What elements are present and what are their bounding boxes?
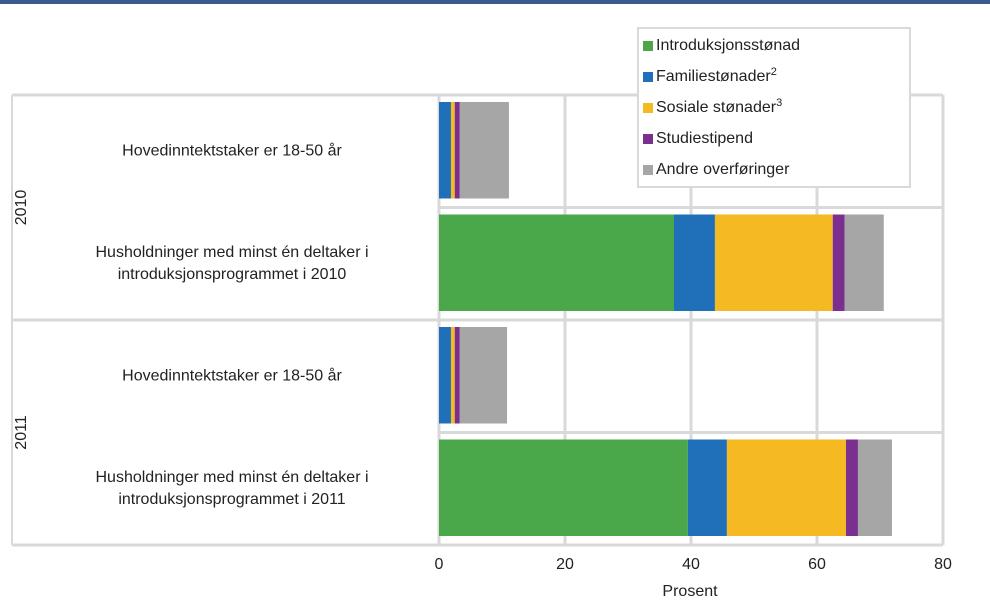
legend-footnote: 3 bbox=[776, 97, 782, 109]
bar-segment bbox=[687, 439, 727, 536]
legend-label: Familiestønader2 bbox=[656, 66, 777, 85]
legend-name: Familiestønader bbox=[656, 68, 771, 85]
x-tick-label: 20 bbox=[556, 556, 574, 573]
bar-segment bbox=[673, 214, 715, 311]
legend-swatch bbox=[643, 134, 653, 144]
bar-segment bbox=[714, 214, 833, 311]
bar-segment bbox=[845, 439, 858, 536]
category-label: introduksjonsprogrammet i 2010 bbox=[118, 266, 347, 283]
legend-footnote: 2 bbox=[771, 66, 777, 78]
bar-segment bbox=[439, 327, 451, 424]
legend-swatch bbox=[643, 103, 653, 113]
bar-segment bbox=[857, 439, 892, 536]
bar-segment bbox=[459, 102, 509, 199]
legend-name: Sosiale stønader bbox=[656, 99, 777, 116]
bar-segment bbox=[832, 214, 845, 311]
bar-segment bbox=[439, 439, 688, 536]
category-label: Husholdninger med minst én deltaker i bbox=[95, 469, 368, 486]
x-tick-label: 40 bbox=[682, 556, 700, 573]
legend-box bbox=[637, 27, 911, 188]
x-axis-label: Prosent bbox=[662, 583, 718, 600]
legend-name: Andre overføringer bbox=[656, 161, 790, 178]
bar-segment bbox=[439, 214, 674, 311]
legend-swatch bbox=[643, 72, 653, 82]
category-label: Husholdninger med minst én deltaker i bbox=[95, 244, 368, 261]
legend-label: Andre overføringer bbox=[656, 161, 790, 178]
x-tick-label: 80 bbox=[934, 556, 952, 573]
x-tick-label: 0 bbox=[435, 556, 444, 573]
category-label: introduksjonsprogrammet i 2011 bbox=[118, 491, 345, 508]
legend-name: Introduksjonsstønad bbox=[656, 37, 800, 54]
bar-segment bbox=[459, 327, 508, 424]
category-label: Hovedinntektstaker er 18-50 år bbox=[122, 141, 342, 159]
legend-label: Studiestipend bbox=[656, 130, 753, 147]
legend-label: Introduksjonsstønad bbox=[656, 37, 800, 54]
bar-segment bbox=[439, 102, 451, 199]
category-label: Hovedinntektstaker er 18-50 år bbox=[122, 366, 342, 384]
legend-name: Studiestipend bbox=[656, 130, 753, 147]
legend-swatch bbox=[643, 165, 653, 175]
bar-segment bbox=[844, 214, 884, 311]
group-label: 2010 bbox=[13, 190, 30, 226]
bar-segment bbox=[454, 102, 460, 199]
bar-segment bbox=[454, 327, 460, 424]
bar-segment bbox=[450, 102, 455, 199]
group-label: 2011 bbox=[13, 415, 30, 450]
legend-label: Sosiale stønader3 bbox=[656, 97, 782, 116]
x-tick-label: 60 bbox=[808, 556, 826, 573]
top-rule bbox=[0, 0, 990, 4]
bar-segment bbox=[726, 439, 846, 536]
legend-swatch bbox=[643, 41, 653, 51]
bar-segment bbox=[450, 327, 455, 424]
legend: Introduksjonsstønad Familiestønader2 Sosia… bbox=[637, 27, 911, 188]
